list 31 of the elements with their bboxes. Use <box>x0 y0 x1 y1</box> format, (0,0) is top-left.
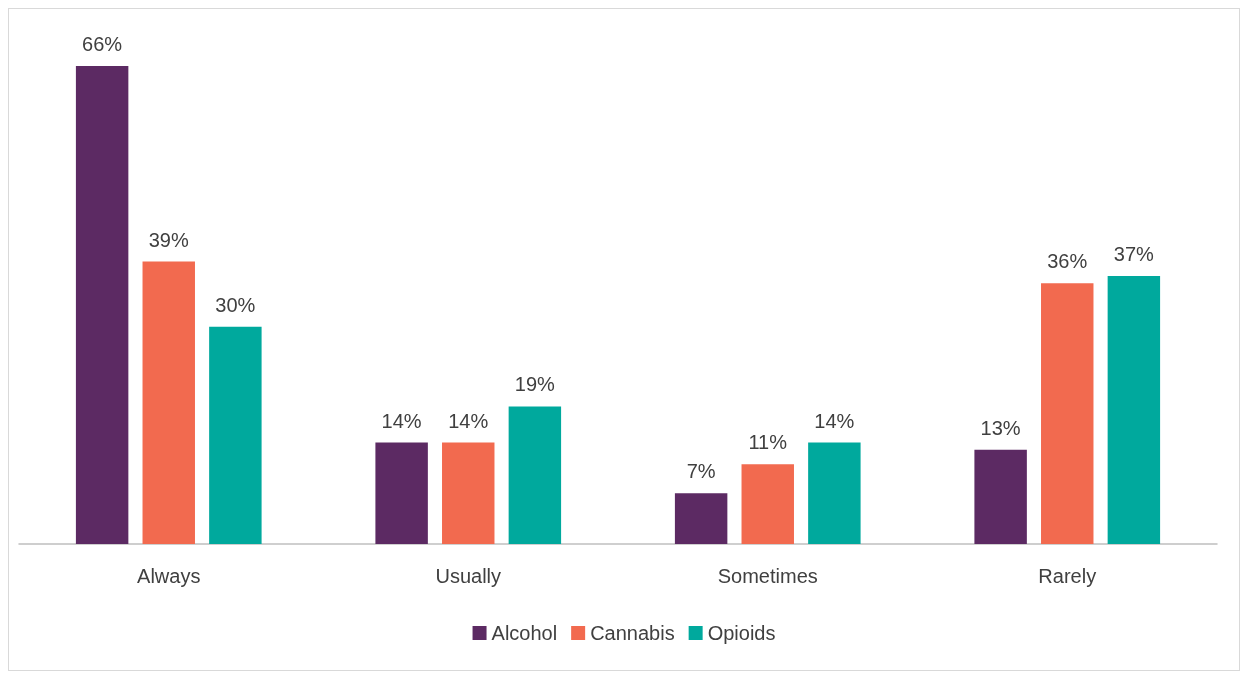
data-label: 30% <box>215 293 256 316</box>
bar <box>442 442 495 544</box>
data-label: 14% <box>381 409 422 432</box>
data-label: 66% <box>82 32 123 55</box>
data-label: 19% <box>514 373 556 396</box>
data-label: 11% <box>748 431 788 454</box>
data-label: 13% <box>980 416 1021 439</box>
bar <box>741 464 794 544</box>
bar <box>808 442 861 544</box>
legend-label: Cannabis <box>590 622 675 644</box>
data-label: 36% <box>1047 250 1088 273</box>
data-label: 7% <box>686 460 716 483</box>
bar <box>142 261 195 544</box>
x-tick-label: Always <box>137 565 201 587</box>
legend-label: Alcohol <box>491 622 558 644</box>
data-label: 37% <box>1113 243 1155 266</box>
bar <box>209 326 262 544</box>
data-label: 39% <box>148 228 189 251</box>
bar <box>974 449 1027 544</box>
bar <box>1107 276 1161 544</box>
bar <box>375 442 428 544</box>
bar <box>1041 283 1094 544</box>
data-label: 14% <box>814 409 855 432</box>
bar <box>508 406 562 544</box>
x-tick-label: Usually <box>435 565 502 587</box>
x-tick-label: Rarely <box>1038 565 1097 587</box>
legend-label: Opioids <box>707 622 776 644</box>
x-tick-label: Sometimes <box>717 565 818 587</box>
bar <box>674 493 728 544</box>
data-label: 14% <box>448 409 489 432</box>
bar <box>75 65 129 544</box>
